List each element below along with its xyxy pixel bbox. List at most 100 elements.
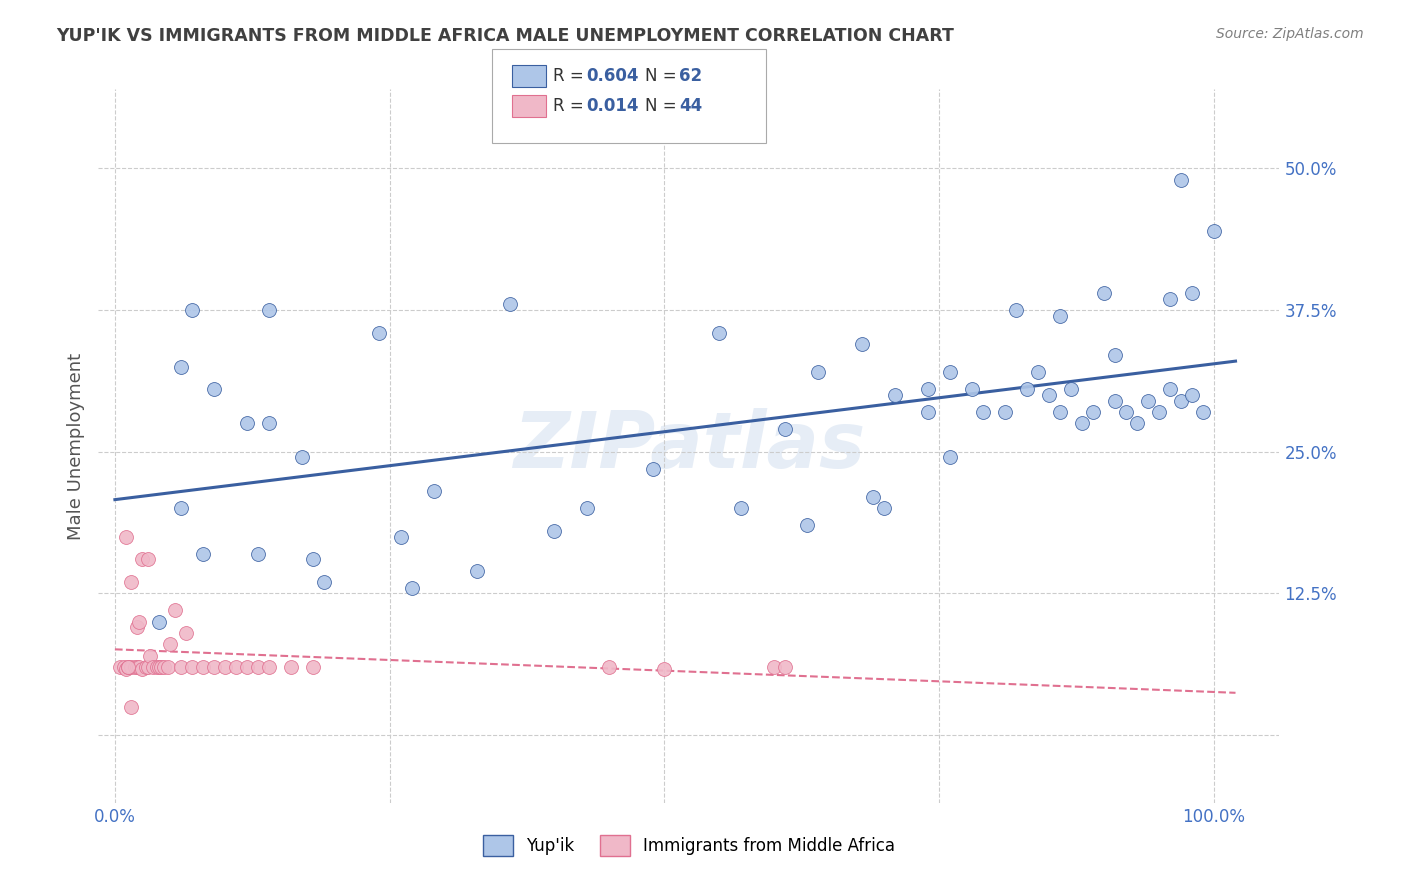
Point <box>159 637 181 651</box>
Point <box>128 615 150 629</box>
Point <box>960 383 983 397</box>
Point <box>312 574 335 589</box>
Point <box>1049 405 1071 419</box>
Point <box>773 422 796 436</box>
Point <box>128 660 150 674</box>
Point <box>884 388 907 402</box>
Point <box>257 417 280 431</box>
Point <box>1038 388 1060 402</box>
Point <box>131 552 153 566</box>
Point <box>124 660 146 674</box>
Point <box>180 660 202 674</box>
Point <box>214 660 236 674</box>
Point <box>994 405 1017 419</box>
Text: 0.014: 0.014 <box>586 97 638 115</box>
Point <box>225 660 247 674</box>
Point <box>112 660 135 674</box>
Point <box>257 660 280 674</box>
Point <box>125 620 148 634</box>
Point <box>131 662 153 676</box>
Point <box>153 660 176 674</box>
Point <box>301 660 323 674</box>
Point <box>301 552 323 566</box>
Point <box>1049 309 1071 323</box>
Point <box>280 660 302 674</box>
Point <box>1147 405 1170 419</box>
Point <box>246 660 269 674</box>
Point <box>115 530 138 544</box>
Point <box>1104 393 1126 408</box>
Point <box>939 365 962 379</box>
Text: N =: N = <box>645 67 682 85</box>
Point <box>1159 292 1181 306</box>
Point <box>115 662 138 676</box>
Point <box>1136 393 1159 408</box>
Point <box>467 564 489 578</box>
Point <box>257 303 280 318</box>
Point <box>873 501 896 516</box>
Point <box>598 660 620 674</box>
Text: YUP'IK VS IMMIGRANTS FROM MIDDLE AFRICA MALE UNEMPLOYMENT CORRELATION CHART: YUP'IK VS IMMIGRANTS FROM MIDDLE AFRICA … <box>56 27 955 45</box>
Point <box>422 484 444 499</box>
Point <box>796 518 818 533</box>
Point <box>1180 286 1202 301</box>
Point <box>180 303 202 318</box>
Point <box>543 524 565 538</box>
Point <box>165 603 187 617</box>
Point <box>917 405 939 419</box>
Point <box>1202 224 1225 238</box>
Text: 44: 44 <box>679 97 703 115</box>
Point <box>150 660 173 674</box>
Legend: Yup'ik, Immigrants from Middle Africa: Yup'ik, Immigrants from Middle Africa <box>477 829 901 863</box>
Text: Source: ZipAtlas.com: Source: ZipAtlas.com <box>1216 27 1364 41</box>
Point <box>763 660 786 674</box>
Point <box>291 450 314 465</box>
Point <box>1060 383 1083 397</box>
Point <box>401 581 423 595</box>
Y-axis label: Male Unemployment: Male Unemployment <box>66 352 84 540</box>
Point <box>1159 383 1181 397</box>
Point <box>125 660 148 674</box>
Text: R =: R = <box>553 97 589 115</box>
Point <box>120 699 142 714</box>
Text: ZIPatlas: ZIPatlas <box>513 408 865 484</box>
Point <box>235 660 257 674</box>
Point <box>110 660 132 674</box>
Point <box>139 648 162 663</box>
Point <box>1170 393 1192 408</box>
Text: 62: 62 <box>679 67 702 85</box>
Point <box>1170 173 1192 187</box>
Point <box>120 574 142 589</box>
Point <box>142 660 165 674</box>
Point <box>643 461 665 475</box>
Point <box>246 547 269 561</box>
Point <box>156 660 179 674</box>
Point <box>1004 303 1026 318</box>
Point <box>117 660 139 674</box>
Point <box>1191 405 1213 419</box>
Point <box>148 660 170 674</box>
Point <box>1070 417 1092 431</box>
Point <box>170 359 193 374</box>
Point <box>136 660 159 674</box>
Point <box>191 547 214 561</box>
Point <box>917 383 939 397</box>
Text: N =: N = <box>645 97 682 115</box>
Point <box>202 660 225 674</box>
Point <box>235 417 257 431</box>
Point <box>707 326 730 340</box>
Point <box>773 660 796 674</box>
Point <box>136 552 159 566</box>
Point <box>499 297 522 311</box>
Point <box>148 615 170 629</box>
Point <box>1180 388 1202 402</box>
Point <box>972 405 994 419</box>
Point <box>851 337 873 351</box>
Point <box>135 660 157 674</box>
Point <box>730 501 752 516</box>
Point <box>1125 417 1147 431</box>
Point <box>1026 365 1049 379</box>
Point <box>176 626 198 640</box>
Point <box>145 660 167 674</box>
Text: 0.604: 0.604 <box>586 67 638 85</box>
